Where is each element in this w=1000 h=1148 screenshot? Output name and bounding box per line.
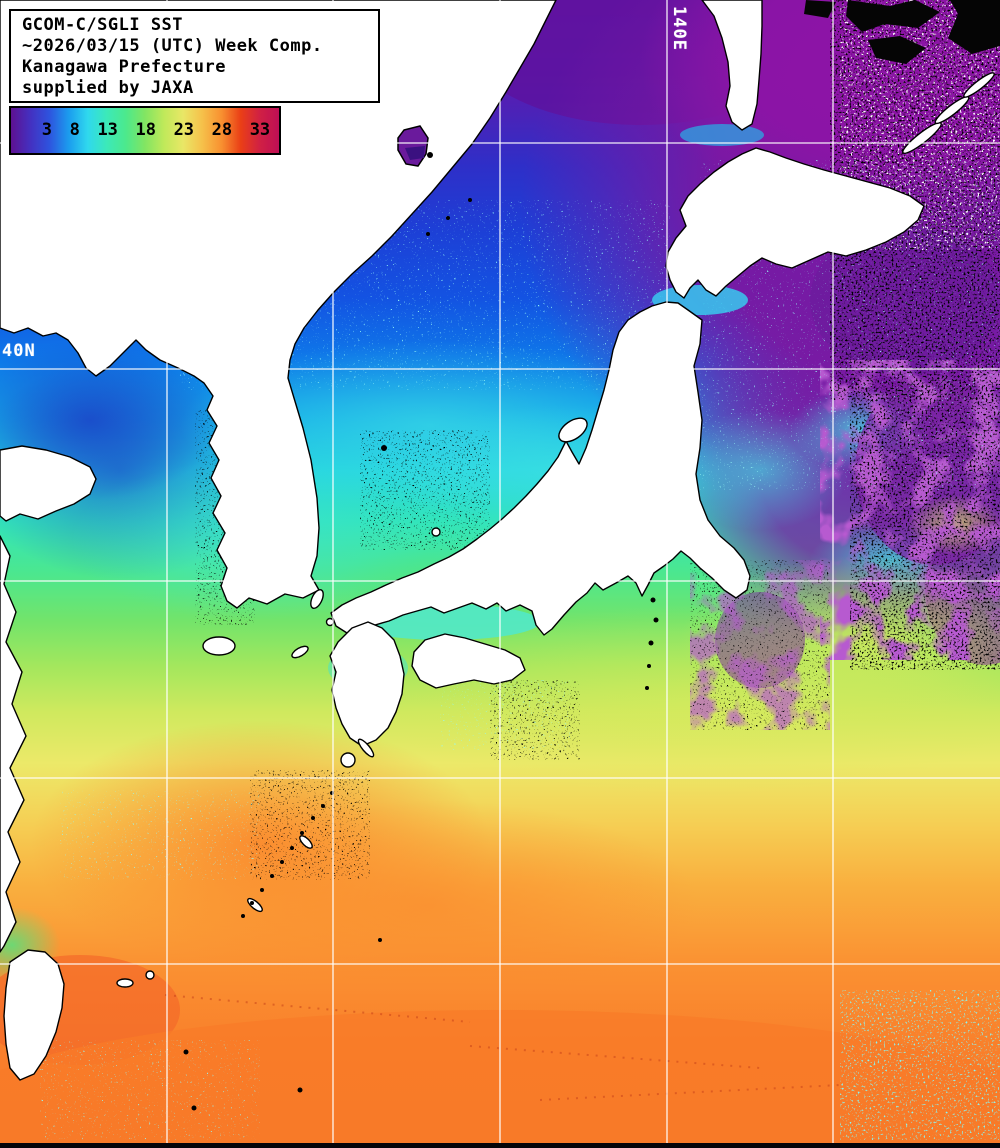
colorbar-tick: 33 [249,120,271,140]
land-goto-islands [291,645,309,659]
no-data-speckles [40,0,1000,1140]
colorbar-tick: 18 [135,120,156,140]
land-kuril-island-1 [902,122,942,154]
map-region-line: Kanagawa Prefecture [22,57,226,77]
small-islands [183,152,659,1111]
land-ishigaki-island [116,978,134,988]
land-hokkaido [665,147,925,299]
land-sakhalin [701,0,763,131]
bottom-bar [0,1143,1000,1148]
colorbar-tick: 13 [97,120,118,140]
parallel-label-40n: 40N [2,341,36,361]
map-title: GCOM-C/SGLI SST [22,15,184,35]
land-sado-island [558,417,588,443]
lake-no-data-blob [397,125,429,167]
colorbar-tick: 28 [211,120,233,140]
temperature-colorbar: 3 8 13 18 23 28 33 [9,106,281,155]
map-credit-line: supplied by JAXA [22,78,194,98]
ship-track-dots [164,994,841,1101]
meridian-label-140e: 140E [669,6,689,51]
land-jeju-island [202,636,236,656]
title-box: GCOM-C/SGLI SST ~2026/03/15 (UTC) Week C… [9,9,380,103]
land-oki-island [431,527,441,537]
land-kuril-island-2 [934,95,970,125]
colorbar-tick: 23 [173,120,195,140]
land-tsushima-island [310,588,324,610]
land-shandong-peninsula [0,445,97,522]
sea-ice-patches [804,0,1000,64]
land-miyako-island [145,970,155,980]
map-date-line: ~2026/03/15 (UTC) Week Comp. [22,36,323,56]
land-tanegashima-island [357,738,375,758]
colorbar-tick: 3 [41,120,53,140]
land-china-coast [0,535,27,953]
land-kyushu [329,621,405,747]
land-taiwan [3,949,65,1081]
colorbar-tick: 8 [69,120,80,140]
land-amami-island [299,835,313,849]
land-yakushima-island [340,752,356,768]
land-shikoku [411,633,526,689]
land-honshu [330,301,751,636]
land-kuril-island-3 [963,72,995,98]
